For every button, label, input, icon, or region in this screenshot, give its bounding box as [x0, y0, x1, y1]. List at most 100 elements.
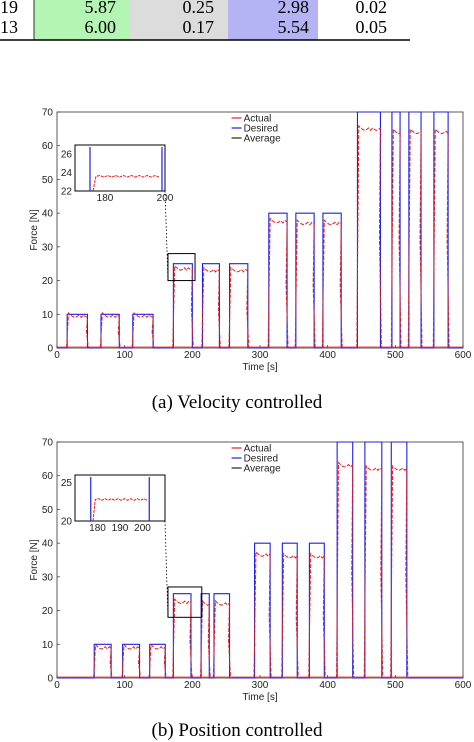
x-tick-label: 300 [252, 350, 269, 361]
inset-x-tick-label: 200 [134, 523, 151, 534]
y-tick-label: 60 [42, 141, 54, 152]
inset-connector [164, 520, 169, 618]
y-tick-label: 40 [42, 209, 54, 220]
x-tick-label: 600 [455, 680, 472, 691]
inset-actual [92, 498, 148, 522]
inset-actual [92, 174, 160, 192]
x-tick-label: 100 [116, 680, 133, 691]
table-cell: 2.98 [278, 0, 310, 17]
x-tick-label: 500 [387, 350, 404, 361]
y-axis-label: Force [N] [29, 209, 40, 250]
y-tick-label: 70 [42, 108, 54, 119]
inset-frame [74, 144, 166, 192]
table-cell: 5.87 [85, 0, 117, 17]
actual-pulse [212, 599, 232, 679]
y-tick-label: 70 [42, 438, 54, 449]
x-tick-label: 500 [387, 680, 404, 691]
legend-entry: Desired [244, 454, 278, 465]
inset-frame [74, 474, 166, 522]
y-tick-label: 30 [42, 242, 54, 253]
x-tick-label: 400 [319, 680, 336, 691]
y-tick-label: 30 [42, 572, 54, 583]
actual-pulse [294, 219, 316, 349]
actual-pulse [172, 264, 194, 349]
actual-pulse [363, 464, 384, 679]
x-axis-label: Time [s] [242, 362, 277, 373]
inset-y-tick-label: 24 [61, 168, 73, 179]
actual-pulse [321, 219, 343, 349]
y-tick-label: 20 [42, 276, 54, 287]
actual-pulse [121, 643, 142, 679]
actual-pulse [267, 217, 289, 349]
table-cell-bg [0, 0, 34, 40]
actual-pulse [253, 550, 272, 679]
actual-pulse [432, 128, 450, 349]
actual-pulse [148, 643, 167, 679]
actual-pulse [201, 266, 221, 349]
table-cell: 5.54 [278, 17, 310, 37]
x-tick-label: 600 [455, 350, 472, 361]
table-cell: 6.00 [85, 17, 117, 37]
velocity-controlled-chart: 0 100 200 300 400 500 600 0 10 20 30 40 50 60 70 Time [… [29, 108, 472, 374]
inset-x-tick-label: 190 [112, 523, 129, 534]
y-tick-label: 0 [47, 674, 53, 685]
inset-connector [164, 190, 169, 281]
y-tick-label: 0 [47, 344, 53, 355]
zoom-region-box [167, 253, 196, 282]
inset-x-tick-label: 180 [89, 523, 106, 534]
caption-velocity: (a) Velocity controlled [151, 392, 323, 413]
table-cell: 0.25 [183, 0, 215, 17]
inset-y-tick-label: 22 [61, 187, 73, 198]
actual-pulse [172, 598, 193, 679]
table-cell-bg-grey [130, 0, 228, 40]
x-tick-label: 0 [54, 680, 60, 691]
y-axis-label: Force [N] [29, 539, 40, 580]
table-cell: 19 [0, 0, 18, 17]
actual-pulse [228, 266, 250, 349]
position-controlled-chart: 0 100 200 300 400 500 600 0 10 20 30 40 50 60 70 Time [… [29, 438, 472, 704]
x-tick-label: 400 [319, 350, 336, 361]
actual-pulse [308, 552, 326, 679]
y-tick-label: 20 [42, 606, 54, 617]
actual-pulse [390, 127, 402, 349]
table-cell: 0.02 [356, 0, 388, 17]
caption-position: (b) Position controlled [151, 720, 323, 741]
y-tick-label: 50 [42, 175, 54, 186]
x-axis-label: Time [s] [242, 692, 277, 703]
zoom-region-box [167, 586, 203, 618]
actual-pulse [93, 643, 113, 679]
table-cell: 13 [0, 17, 18, 37]
x-tick-label: 200 [184, 350, 201, 361]
y-tick-label: 10 [42, 640, 54, 651]
inset-x-tick-label: 180 [97, 193, 114, 204]
x-tick-label: 100 [116, 350, 133, 361]
y-tick-label: 60 [42, 471, 54, 482]
actual-pulse [131, 311, 155, 349]
actual-pulse [335, 461, 355, 679]
actual-pulse [281, 552, 299, 679]
legend-entry: Actual [244, 444, 272, 455]
legend-entry: Actual [244, 114, 272, 125]
inset-y-tick-label: 20 [61, 517, 73, 528]
x-tick-label: 0 [54, 350, 60, 361]
y-tick-label: 10 [42, 310, 54, 321]
inset-y-tick-label: 25 [61, 478, 73, 489]
y-tick-label: 40 [42, 539, 54, 550]
table-cell: 0.17 [183, 17, 215, 37]
legend-entry: Average [244, 134, 282, 145]
actual-pulse [66, 311, 89, 349]
legend-entry: Desired [244, 124, 278, 135]
actual-pulse [390, 464, 409, 679]
table-cell: 0.05 [356, 17, 388, 37]
actual-pulse [407, 128, 423, 349]
actual-pulse [199, 599, 211, 679]
inset-y-tick-label: 26 [61, 150, 73, 161]
y-tick-label: 50 [42, 505, 54, 516]
series-desired [57, 441, 463, 679]
legend-entry: Average [244, 464, 282, 475]
x-tick-label: 300 [252, 680, 269, 691]
actual-pulse [99, 311, 121, 349]
table-cell-bg-green [34, 0, 130, 40]
series-desired [57, 111, 463, 349]
